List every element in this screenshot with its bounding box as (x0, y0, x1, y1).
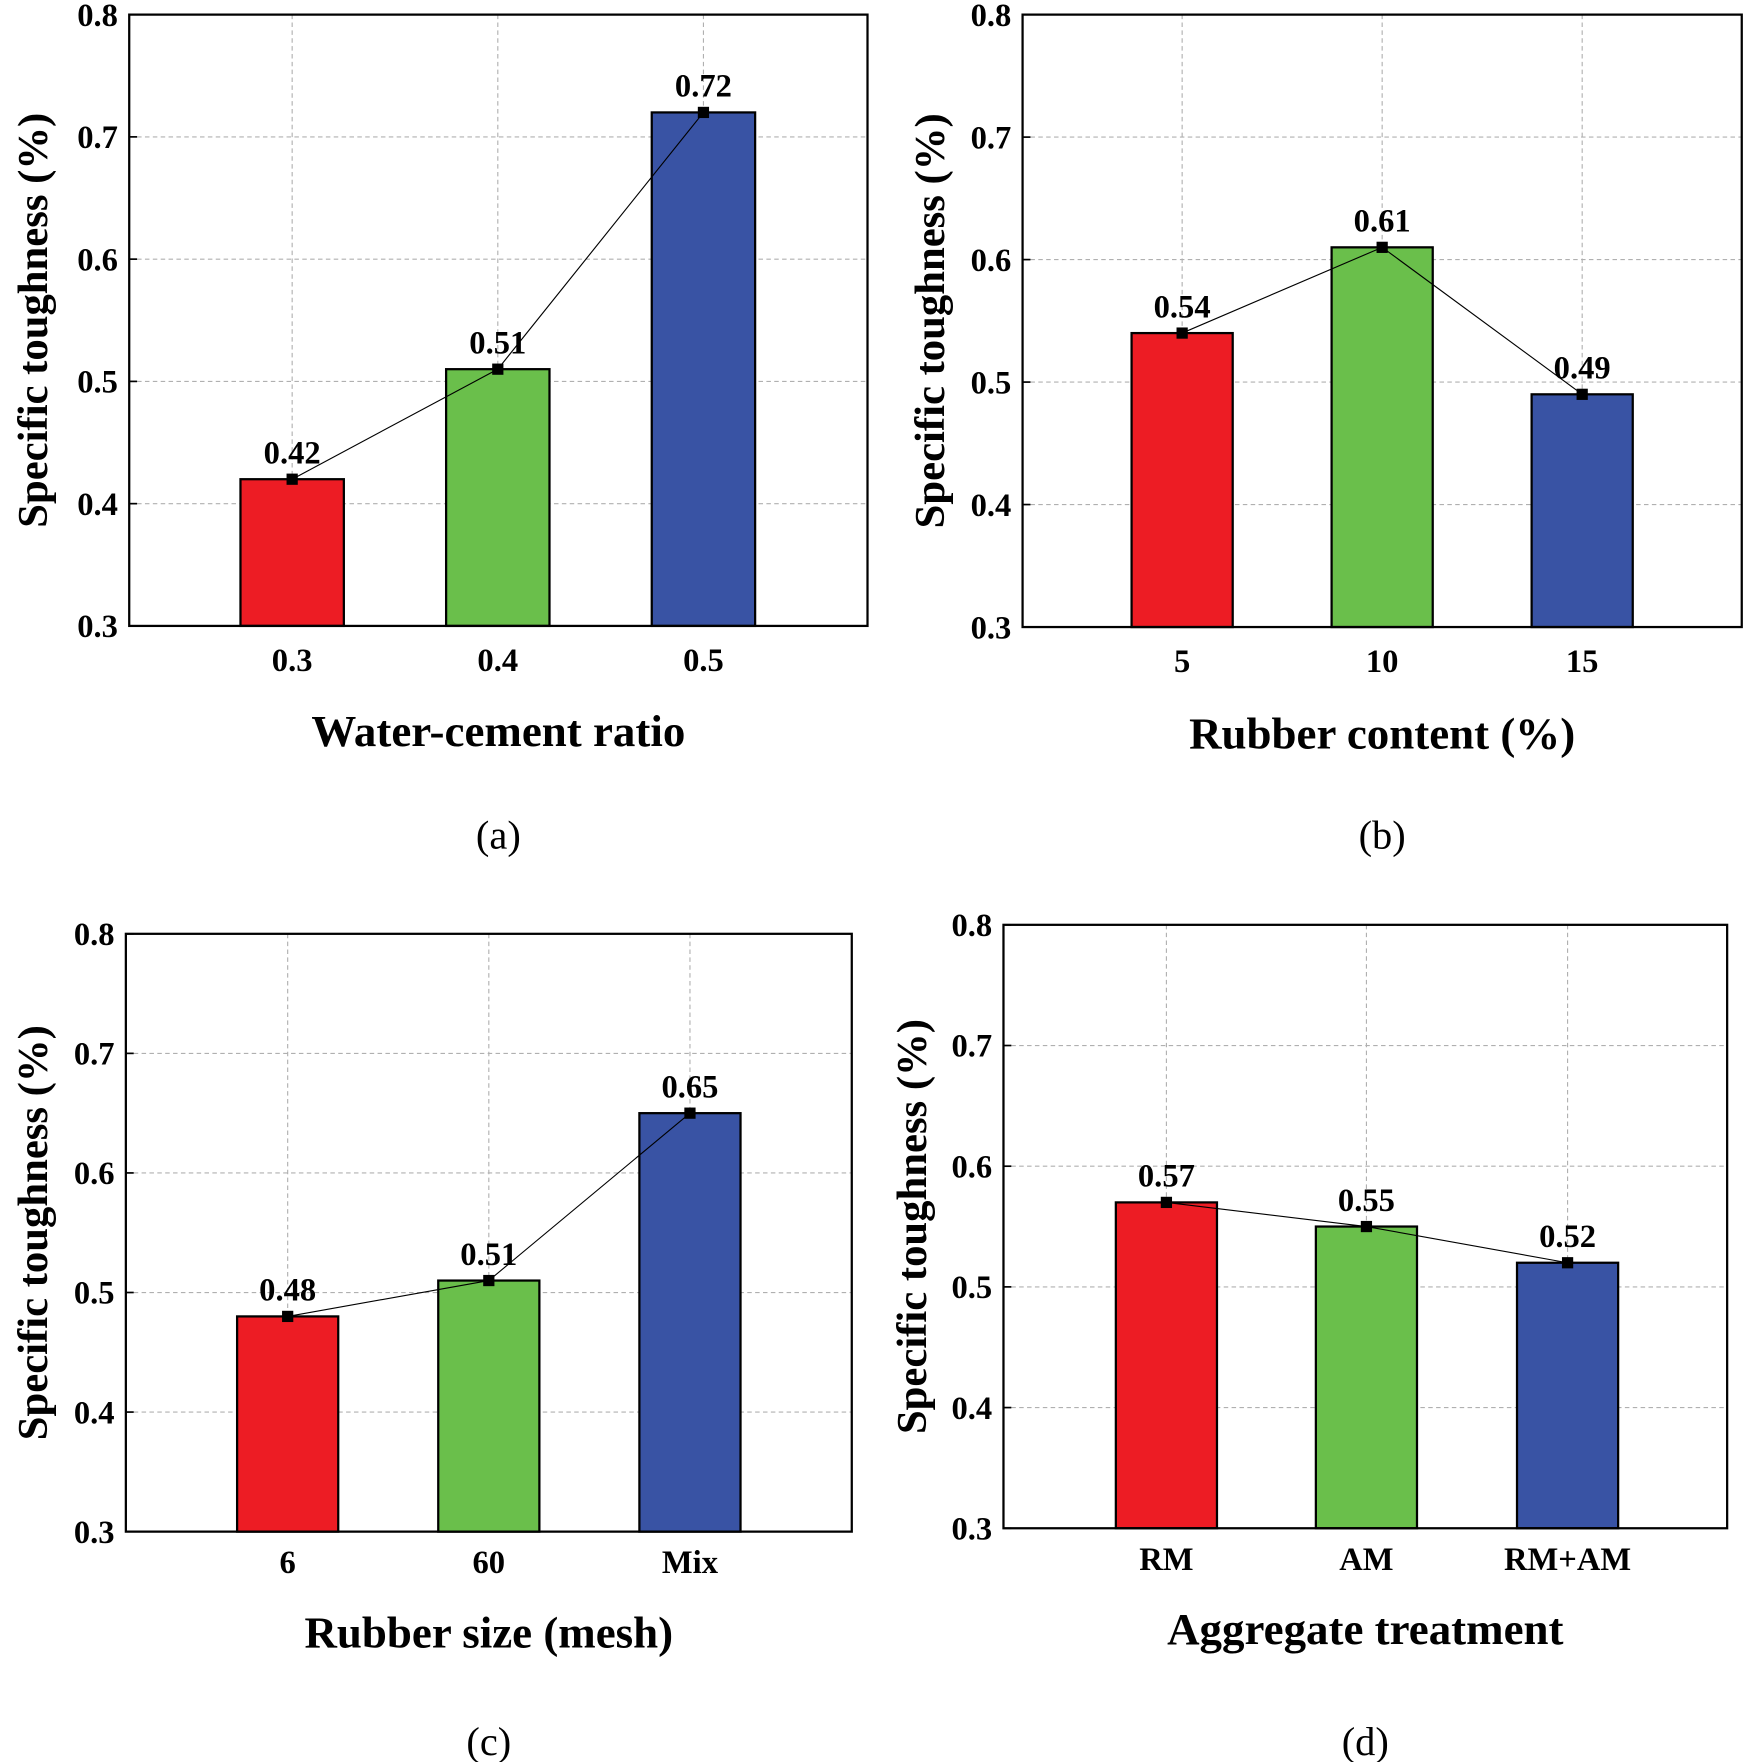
data-point-marker (282, 1310, 294, 1323)
plot-frame (128, 13, 869, 628)
chart-panel-b: 0.3 0.4 0.5 0.6 0.7 0.8 0.54 5 0.61 10 0.49 15 Rubbe… (907, 0, 1743, 857)
x-tick-label: 5 (1174, 644, 1190, 680)
y-tick-label: 0.6 (971, 243, 1012, 279)
x-tick-label: RM (1139, 1542, 1193, 1578)
y-tick-label: 0.8 (952, 908, 993, 944)
panel-label: (b) (1359, 812, 1406, 857)
y-axis-title: Specific toughness (%) (907, 113, 954, 528)
y-axis-title: Specific toughness (%) (10, 113, 57, 528)
data-point-marker (1360, 1220, 1373, 1233)
data-label: 0.48 (259, 1273, 316, 1309)
data-point-marker (1160, 1196, 1173, 1209)
data-point-marker (286, 473, 298, 485)
chart-panel-c: 0.3 0.4 0.5 0.6 0.7 0.8 0.48 6 0.51 60 0.65 Mix Rubb… (10, 917, 853, 1762)
x-tick-label: 6 (280, 1545, 296, 1581)
data-label: 0.42 (264, 435, 321, 471)
chart-panel-a: 0.3 0.4 0.5 0.6 0.7 0.8 0.42 0.3 0.51 0.4 0.72 0.5 W… (10, 0, 869, 857)
data-label: 0.72 (675, 69, 732, 105)
chart-panel-d: 0.3 0.4 0.5 0.6 0.7 0.8 0.57 RM 0.55 AM 0.52 RM+AM A… (889, 908, 1729, 1762)
x-axis-title: Aggregate treatment (1167, 1604, 1563, 1654)
bar-10 (1330, 246, 1434, 629)
bar-AM (1314, 1225, 1419, 1530)
bar-Mix (638, 1112, 742, 1533)
y-tick-label: 0.7 (77, 120, 118, 156)
bar-RM (1114, 1201, 1219, 1530)
plot-frame (124, 932, 853, 1533)
bar-15 (1530, 393, 1634, 629)
y-tick-label: 0.5 (952, 1270, 993, 1306)
y-tick-label: 0.8 (74, 917, 115, 953)
x-tick-label: AM (1339, 1542, 1393, 1578)
y-tick-label: 0.5 (77, 365, 118, 401)
x-axis-title: Rubber content (%) (1189, 708, 1575, 758)
panel-label: (d) (1342, 1719, 1389, 1762)
y-tick-label: 0.6 (74, 1156, 115, 1192)
data-label: 0.55 (1338, 1183, 1395, 1219)
data-point-marker (483, 1274, 495, 1287)
data-point-marker (1176, 327, 1188, 339)
y-tick-label: 0.7 (74, 1037, 115, 1073)
data-label: 0.65 (661, 1069, 718, 1105)
panel-label: (a) (476, 812, 521, 857)
x-tick-label: 0.3 (272, 643, 313, 679)
y-tick-label: 0.8 (77, 0, 118, 34)
y-tick-label: 0.5 (74, 1276, 115, 1312)
y-tick-label: 0.3 (77, 609, 118, 645)
data-label: 0.54 (1154, 289, 1211, 325)
x-tick-label: 60 (473, 1545, 506, 1581)
panel-label: (c) (466, 1719, 511, 1762)
plot-frame (1021, 13, 1743, 629)
y-tick-label: 0.4 (971, 488, 1012, 524)
y-axis-title: Specific toughness (%) (889, 1019, 936, 1434)
y-tick-label: 0.4 (74, 1395, 115, 1431)
y-axis-title: Specific toughness (%) (10, 1025, 57, 1440)
y-tick-label: 0.6 (952, 1149, 993, 1185)
x-axis-title: Rubber size (mesh) (304, 1607, 673, 1657)
bar-0.5 (650, 111, 757, 628)
bar-60 (437, 1279, 541, 1533)
x-tick-label: 0.4 (477, 643, 518, 679)
bar-0.4 (444, 368, 551, 628)
y-tick-label: 0.7 (952, 1029, 993, 1065)
y-tick-label: 0.7 (971, 120, 1012, 156)
data-point-marker (684, 1107, 696, 1119)
data-label: 0.57 (1138, 1159, 1195, 1195)
data-label: 0.51 (460, 1237, 517, 1273)
x-tick-label: 10 (1366, 644, 1399, 680)
x-tick-label: RM+AM (1504, 1542, 1631, 1578)
data-label: 0.49 (1554, 351, 1611, 387)
x-tick-label: 15 (1566, 644, 1599, 680)
y-tick-label: 0.3 (952, 1511, 993, 1547)
bar-5 (1130, 331, 1234, 629)
data-label: 0.51 (469, 325, 526, 361)
bar-6 (235, 1315, 340, 1533)
y-tick-label: 0.3 (971, 610, 1012, 646)
data-point-marker (697, 106, 710, 119)
data-point-marker (492, 363, 504, 375)
x-tick-label: 0.5 (683, 643, 724, 679)
bar-0.3 (239, 478, 345, 628)
y-tick-label: 0.3 (74, 1515, 115, 1551)
data-point-marker (1376, 241, 1388, 253)
data-point-marker (1561, 1257, 1574, 1269)
data-label: 0.61 (1354, 204, 1411, 240)
y-tick-label: 0.4 (952, 1391, 993, 1427)
y-tick-label: 0.6 (77, 242, 118, 278)
y-tick-label: 0.4 (77, 487, 118, 523)
y-tick-label: 0.8 (971, 0, 1012, 34)
y-tick-label: 0.5 (971, 365, 1012, 401)
plot-frame (1002, 923, 1729, 1530)
data-label: 0.52 (1539, 1219, 1596, 1255)
bar-RM+AM (1515, 1261, 1620, 1530)
x-tick-label: Mix (662, 1545, 719, 1581)
x-axis-title: Water-cement ratio (311, 706, 685, 756)
data-point-marker (1576, 388, 1588, 400)
